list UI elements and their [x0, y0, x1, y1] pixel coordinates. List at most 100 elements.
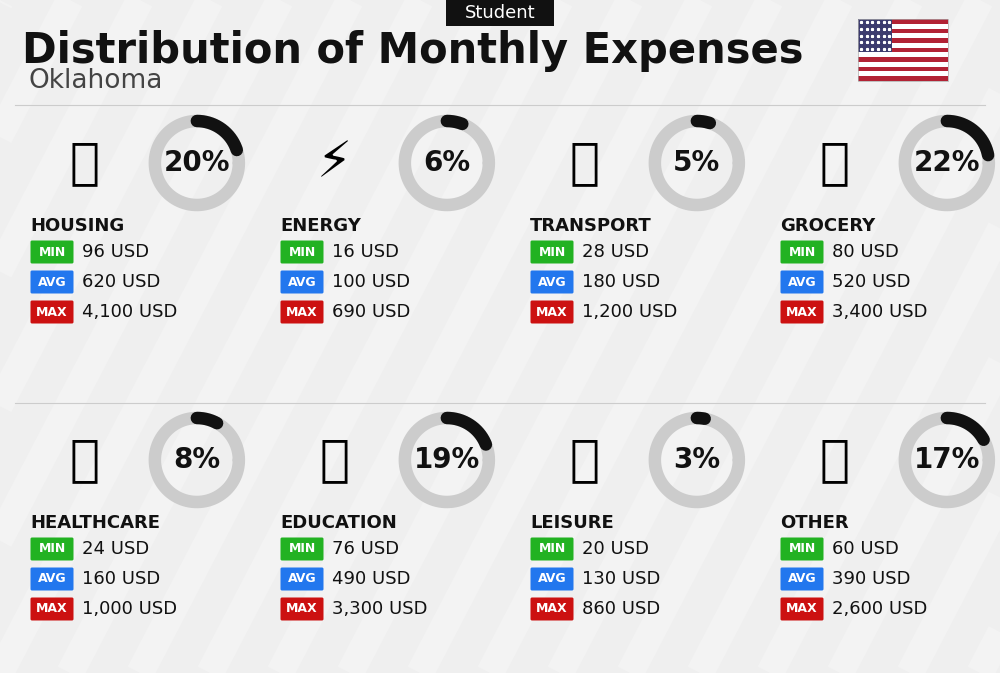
FancyBboxPatch shape — [858, 48, 948, 52]
Text: 130 USD: 130 USD — [582, 570, 660, 588]
Text: MAX: MAX — [536, 306, 568, 318]
Text: AVG: AVG — [288, 275, 316, 289]
FancyBboxPatch shape — [858, 33, 948, 38]
Text: HEALTHCARE: HEALTHCARE — [30, 514, 160, 532]
Text: AVG: AVG — [788, 275, 816, 289]
Text: MIN: MIN — [538, 246, 566, 258]
Text: HOUSING: HOUSING — [30, 217, 124, 235]
Text: 19%: 19% — [414, 446, 480, 474]
Text: MIN: MIN — [288, 246, 316, 258]
FancyBboxPatch shape — [858, 19, 948, 24]
Text: 520 USD: 520 USD — [832, 273, 910, 291]
Text: MAX: MAX — [536, 602, 568, 616]
FancyBboxPatch shape — [30, 567, 74, 590]
FancyBboxPatch shape — [858, 28, 948, 33]
Text: TRANSPORT: TRANSPORT — [530, 217, 652, 235]
Text: 🛍: 🛍 — [569, 436, 599, 484]
Text: 690 USD: 690 USD — [332, 303, 410, 321]
FancyBboxPatch shape — [858, 71, 948, 76]
Text: 28 USD: 28 USD — [582, 243, 649, 261]
FancyBboxPatch shape — [530, 271, 574, 293]
Text: AVG: AVG — [38, 275, 66, 289]
Text: 20 USD: 20 USD — [582, 540, 649, 558]
FancyBboxPatch shape — [858, 24, 948, 28]
FancyBboxPatch shape — [30, 598, 74, 621]
Text: 60 USD: 60 USD — [832, 540, 899, 558]
Text: 1,000 USD: 1,000 USD — [82, 600, 177, 618]
Text: 80 USD: 80 USD — [832, 243, 899, 261]
Text: 3,400 USD: 3,400 USD — [832, 303, 928, 321]
Text: 96 USD: 96 USD — [82, 243, 149, 261]
Text: 5%: 5% — [673, 149, 720, 177]
Text: MIN: MIN — [788, 246, 816, 258]
FancyBboxPatch shape — [530, 301, 574, 324]
Text: AVG: AVG — [38, 573, 66, 586]
Text: OTHER: OTHER — [780, 514, 849, 532]
Text: 🎓: 🎓 — [319, 436, 349, 484]
Text: Distribution of Monthly Expenses: Distribution of Monthly Expenses — [22, 30, 804, 72]
Text: 76 USD: 76 USD — [332, 540, 399, 558]
FancyBboxPatch shape — [280, 567, 324, 590]
Text: 160 USD: 160 USD — [82, 570, 160, 588]
Text: ENERGY: ENERGY — [280, 217, 361, 235]
FancyBboxPatch shape — [446, 0, 554, 26]
Text: 💗: 💗 — [69, 436, 99, 484]
FancyBboxPatch shape — [30, 301, 74, 324]
Text: MAX: MAX — [286, 306, 318, 318]
Text: 100 USD: 100 USD — [332, 273, 410, 291]
FancyBboxPatch shape — [530, 598, 574, 621]
Text: 🏢: 🏢 — [69, 139, 99, 187]
FancyBboxPatch shape — [280, 301, 324, 324]
Text: AVG: AVG — [288, 573, 316, 586]
Text: 22%: 22% — [914, 149, 980, 177]
Text: 👛: 👛 — [819, 436, 849, 484]
FancyBboxPatch shape — [780, 301, 824, 324]
Text: MAX: MAX — [36, 306, 68, 318]
FancyBboxPatch shape — [780, 567, 824, 590]
Text: LEISURE: LEISURE — [530, 514, 614, 532]
FancyBboxPatch shape — [30, 538, 74, 561]
Text: 🚌: 🚌 — [569, 139, 599, 187]
Text: 4,100 USD: 4,100 USD — [82, 303, 177, 321]
Text: MIN: MIN — [38, 246, 66, 258]
FancyBboxPatch shape — [858, 76, 948, 81]
Text: AVG: AVG — [538, 275, 566, 289]
Text: 3%: 3% — [673, 446, 720, 474]
Text: EDUCATION: EDUCATION — [280, 514, 397, 532]
Text: 20%: 20% — [164, 149, 230, 177]
Text: 8%: 8% — [173, 446, 220, 474]
Text: 3,300 USD: 3,300 USD — [332, 600, 428, 618]
FancyBboxPatch shape — [780, 538, 824, 561]
Text: Student: Student — [465, 4, 535, 22]
FancyBboxPatch shape — [858, 62, 948, 67]
FancyBboxPatch shape — [530, 538, 574, 561]
Text: Oklahoma: Oklahoma — [28, 68, 162, 94]
Text: GROCERY: GROCERY — [780, 217, 875, 235]
FancyBboxPatch shape — [30, 240, 74, 264]
Text: AVG: AVG — [538, 573, 566, 586]
Text: 180 USD: 180 USD — [582, 273, 660, 291]
FancyBboxPatch shape — [780, 271, 824, 293]
FancyBboxPatch shape — [280, 240, 324, 264]
FancyBboxPatch shape — [530, 240, 574, 264]
FancyBboxPatch shape — [780, 240, 824, 264]
Text: MAX: MAX — [36, 602, 68, 616]
Text: 620 USD: 620 USD — [82, 273, 160, 291]
Text: MIN: MIN — [538, 542, 566, 555]
Text: MAX: MAX — [786, 602, 818, 616]
Text: ⚡: ⚡ — [317, 139, 352, 187]
Text: 860 USD: 860 USD — [582, 600, 660, 618]
Text: 16 USD: 16 USD — [332, 243, 399, 261]
FancyBboxPatch shape — [30, 271, 74, 293]
FancyBboxPatch shape — [858, 67, 948, 71]
FancyBboxPatch shape — [780, 598, 824, 621]
FancyBboxPatch shape — [858, 19, 892, 52]
Text: MIN: MIN — [788, 542, 816, 555]
Text: 🛒: 🛒 — [819, 139, 849, 187]
FancyBboxPatch shape — [530, 567, 574, 590]
Text: MAX: MAX — [286, 602, 318, 616]
FancyBboxPatch shape — [858, 52, 948, 57]
Text: 17%: 17% — [914, 446, 980, 474]
Text: MIN: MIN — [38, 542, 66, 555]
Text: 390 USD: 390 USD — [832, 570, 910, 588]
